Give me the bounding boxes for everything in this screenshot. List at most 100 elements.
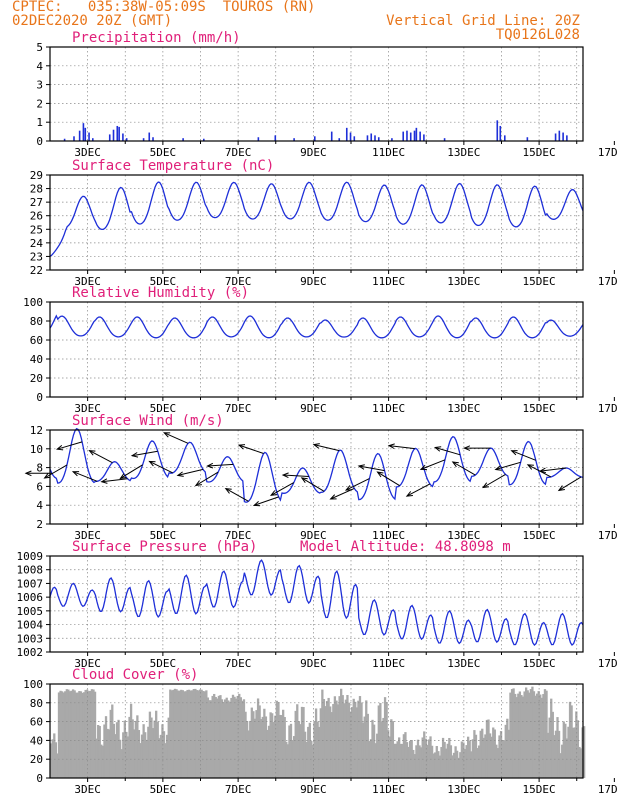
cloud-bar (241, 700, 244, 778)
y-tick-label: 1 (36, 116, 43, 129)
cloud-bar (87, 691, 90, 778)
cloud-bar (50, 743, 53, 778)
cloud-bar (104, 716, 108, 778)
cloud-bar (476, 748, 479, 778)
wind-arrow-head (526, 464, 534, 470)
cloud-bar (468, 740, 471, 778)
cloud-bar (147, 726, 150, 778)
cloud-bar (54, 742, 57, 778)
cloud-bar (477, 745, 481, 778)
cloud-bar (532, 691, 536, 778)
cloud-bar (490, 736, 493, 778)
cloud-bar (407, 746, 410, 778)
y-tick-label: 20 (30, 753, 43, 766)
cloud-bar (245, 720, 249, 778)
wind-arrow-head (119, 473, 127, 480)
cloud-bar (173, 688, 177, 778)
cloud-bar (374, 743, 377, 778)
wind-arrow (511, 450, 536, 461)
cloud-bar (463, 749, 467, 778)
cloud-bar (208, 700, 211, 778)
wind-arrow-head (451, 461, 459, 468)
cloud-bar (239, 697, 242, 778)
precip-bar (374, 135, 376, 141)
cloud-bar (515, 697, 518, 778)
cloud-bar (186, 689, 189, 778)
cloud-bar (289, 723, 293, 778)
y-tick-label: 22 (30, 264, 43, 277)
cloud-bar (368, 741, 371, 778)
cloud-bar (465, 745, 468, 778)
cloud-bar (108, 729, 111, 778)
cloud-bar (429, 736, 432, 778)
panel-frame (49, 301, 584, 398)
cloud-bar (175, 689, 178, 778)
panel-frame (49, 683, 584, 779)
x-tick-label: 7DEC (225, 783, 252, 796)
cloud-bar (51, 739, 54, 778)
wind-arrow-head (176, 471, 184, 477)
y-tick-label: 6 (36, 480, 43, 493)
wind-arrow (495, 461, 521, 470)
cloud-bar (230, 697, 233, 778)
cloud-bar (366, 713, 369, 778)
x-tick-label: 15DEC (523, 529, 556, 542)
panel-3: 0 20 40 60 80 100 3DEC 5DEC 7DEC 9DEC 11DEC 13DEC 15… (23, 285, 618, 415)
cloud-bar (234, 698, 238, 778)
panel-subtitle: Model Altitude: 48.8098 m (300, 539, 511, 555)
cloud-bar (495, 744, 498, 778)
cloud-bar (187, 689, 191, 778)
cloud-bar (405, 742, 409, 778)
x-tick-label: 11DEC (372, 402, 405, 415)
wind-line (49, 427, 584, 503)
cloud-bar (244, 711, 247, 778)
cloud-bar (98, 725, 101, 778)
wind-arrow (452, 461, 476, 476)
y-tick-label: 1004 (17, 619, 44, 632)
wind-arrow (388, 445, 415, 450)
wind-arrow (253, 496, 279, 506)
precip-bar (84, 127, 87, 141)
cloud-bar (158, 738, 161, 778)
cloud-bar (291, 740, 294, 778)
wind-arrow (406, 483, 431, 497)
x-tick-label: 17DEC (598, 657, 618, 670)
chart-header: CPTEC: 035:38W-05:09S TOUROS (RN) 02DEC2… (0, 0, 618, 46)
cloud-bar (176, 690, 180, 778)
x-tick-label: 17DEC (598, 783, 618, 796)
precip-bar (142, 138, 145, 141)
precip-bar (63, 138, 66, 141)
cloud-bar (413, 754, 416, 778)
precip-bar (122, 133, 124, 141)
cloud-bar (479, 730, 482, 778)
y-tick-label: 1009 (17, 550, 44, 563)
precip-bar (108, 134, 111, 141)
y-tick-label: 1005 (17, 605, 44, 618)
cloud-bar (129, 703, 133, 778)
cloud-bar (415, 745, 418, 778)
cloud-bar (507, 729, 511, 778)
precip-bar (257, 137, 260, 141)
x-tick-label: 15DEC (523, 275, 556, 288)
precip-bar (377, 137, 380, 141)
cloud-bar (324, 706, 327, 778)
cloud-bar (441, 737, 445, 778)
cloud-bar (419, 747, 423, 778)
wind-arrow-head (252, 501, 261, 507)
cloud-bar (197, 690, 200, 778)
cloud-bar (376, 733, 379, 778)
cloud-bar (332, 704, 335, 778)
cloud-bar (528, 692, 531, 778)
y-tick-label: 3 (36, 79, 43, 92)
cloud-bar (343, 703, 346, 778)
y-tick-label: 8 (36, 462, 43, 475)
x-tick-label: 13DEC (447, 529, 480, 542)
cloud-bar (256, 698, 260, 778)
cloud-bar (570, 705, 573, 778)
cloud-bar (136, 715, 139, 778)
cloud-bar (521, 696, 525, 778)
cloud-bar (349, 711, 352, 778)
cloud-bar (371, 719, 374, 778)
